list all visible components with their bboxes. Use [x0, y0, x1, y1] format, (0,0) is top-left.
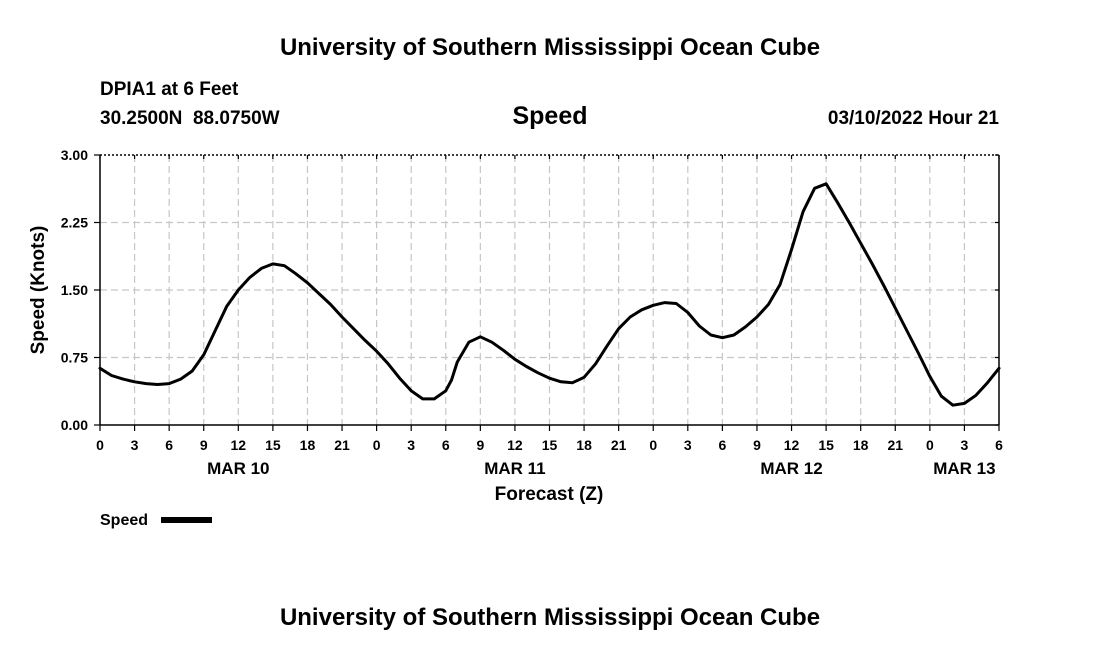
- y-axis-label: Speed (Knots): [28, 226, 49, 355]
- y-tick-label: 2.25: [61, 215, 88, 231]
- x-tick-label: 3: [131, 437, 139, 453]
- x-tick-label: 9: [476, 437, 484, 453]
- speed-series-line: [98, 182, 1001, 407]
- station-label: DPIA1 at 6 Feet: [100, 79, 239, 100]
- station-coordinates: 30.2500N 88.0750W: [100, 108, 280, 129]
- x-tick-label: 6: [995, 437, 1003, 453]
- x-day-label: MAR 12: [760, 459, 822, 478]
- x-day-label: MAR 10: [207, 459, 269, 478]
- x-tick-label: 21: [887, 437, 903, 453]
- x-tick-label: 12: [507, 437, 523, 453]
- legend-swatch: [161, 517, 212, 523]
- x-tick-label: 12: [231, 437, 247, 453]
- x-tick-label: 15: [542, 437, 558, 453]
- y-tick-label: 0.75: [61, 350, 88, 366]
- x-tick-label: 15: [818, 437, 834, 453]
- x-tick-label: 18: [576, 437, 592, 453]
- x-axis-label: Forecast (Z): [495, 484, 604, 505]
- y-tick-label: 1.50: [61, 282, 88, 298]
- x-tick-label: 18: [853, 437, 869, 453]
- x-tick-label: 15: [265, 437, 281, 453]
- x-tick-label: 3: [407, 437, 415, 453]
- x-tick-label: 18: [300, 437, 316, 453]
- x-tick-label: 21: [611, 437, 627, 453]
- x-tick-label: 9: [753, 437, 761, 453]
- x-tick-label: 12: [784, 437, 800, 453]
- chart-main-title: University of Southern Mississippi Ocean…: [280, 34, 820, 61]
- x-tick-label: 6: [165, 437, 173, 453]
- x-tick-label: 0: [373, 437, 381, 453]
- chart-variable-title: Speed: [512, 102, 587, 130]
- x-tick-label: 3: [961, 437, 969, 453]
- x-tick-label: 3: [684, 437, 692, 453]
- y-tick-label: 0.00: [61, 417, 88, 433]
- x-tick-label: 9: [200, 437, 208, 453]
- x-tick-label: 0: [96, 437, 104, 453]
- forecast-datetime: 03/10/2022 Hour 21: [828, 108, 1000, 129]
- x-tick-label: 21: [334, 437, 350, 453]
- footer-title: University of Southern Mississippi Ocean…: [280, 604, 820, 631]
- x-day-label: MAR 13: [933, 459, 995, 478]
- y-tick-label: 3.00: [61, 147, 88, 163]
- legend-label: Speed: [100, 512, 148, 529]
- x-tick-label: 0: [649, 437, 657, 453]
- x-day-label: MAR 11: [484, 459, 545, 478]
- x-tick-label: 6: [718, 437, 726, 453]
- x-tick-label: 6: [442, 437, 450, 453]
- x-tick-label: 0: [926, 437, 934, 453]
- plot-area: 0 3 6 9 12 15 18 21 0 3 6 9 12 15 18 21 0 3 6 9 12 15 18 21 0 3 6 0…: [61, 147, 1003, 478]
